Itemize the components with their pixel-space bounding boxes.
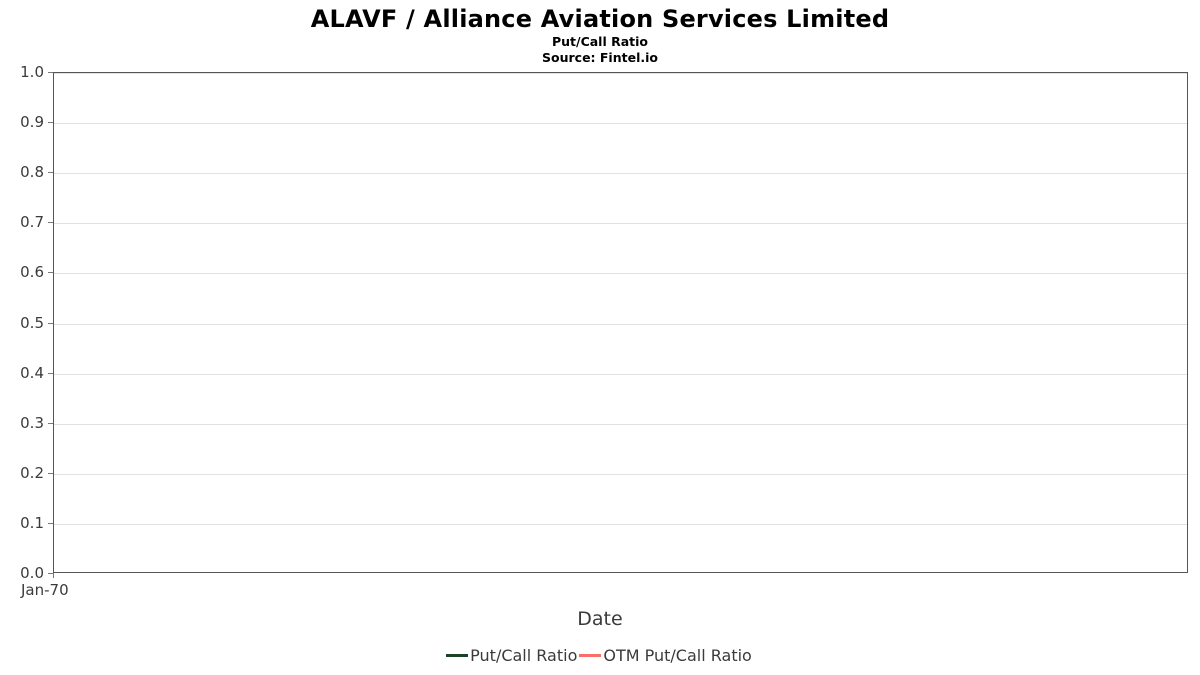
y-axis-tick: 0.3 xyxy=(20,414,53,432)
y-axis-tick: 0.0 xyxy=(20,564,53,582)
gridline xyxy=(54,423,1187,425)
y-axis-tick-label: 0.6 xyxy=(20,263,44,282)
gridline xyxy=(54,223,1187,225)
x-axis-title: Date xyxy=(577,608,623,630)
y-axis-tick-mark xyxy=(48,272,53,274)
plot-wrap xyxy=(53,72,1188,573)
chart-legend: Put/Call Ratio OTM Put/Call Ratio xyxy=(0,646,1200,665)
y-axis-tick-label: 0.7 xyxy=(20,213,44,232)
y-axis-tick: 0.2 xyxy=(20,464,53,482)
y-axis-tick-mark xyxy=(48,172,53,174)
legend-item[interactable]: OTM Put/Call Ratio xyxy=(579,646,753,665)
y-axis-tick-label: 1.0 xyxy=(20,63,44,81)
legend-label: OTM Put/Call Ratio xyxy=(603,646,752,665)
y-axis-tick: 0.5 xyxy=(20,314,53,332)
plot-area xyxy=(53,72,1188,573)
x-axis-tick-mark xyxy=(53,573,54,578)
legend-item[interactable]: Put/Call Ratio xyxy=(446,646,579,665)
y-axis-tick-label: 0.0 xyxy=(20,564,44,582)
y-axis-tick-mark xyxy=(48,422,53,424)
series-layer xyxy=(54,73,1187,572)
y-axis-tick: 0.4 xyxy=(20,364,53,382)
y-axis-tick: 0.1 xyxy=(20,514,53,532)
y-axis-tick-label: 0.3 xyxy=(20,413,44,432)
y-axis-tick: 0.8 xyxy=(20,163,53,181)
y-axis-tick-label: 0.4 xyxy=(20,363,44,382)
y-axis-tick-mark xyxy=(48,122,53,124)
y-axis-tick-label: 0.5 xyxy=(20,313,44,332)
legend-label: Put/Call Ratio xyxy=(470,646,578,665)
gridline xyxy=(54,123,1187,125)
y-axis-tick-mark xyxy=(48,372,53,374)
y-axis-tick: 0.6 xyxy=(20,263,53,281)
y-axis-tick-label: 0.9 xyxy=(20,113,44,132)
gridline xyxy=(54,523,1187,525)
y-axis-tick: 1.0 xyxy=(20,63,53,81)
y-axis-tick: 0.9 xyxy=(20,113,53,131)
x-axis-tick-label: Jan-70 xyxy=(21,581,69,599)
gridline xyxy=(54,473,1187,475)
chart-header: ALAVF / Alliance Aviation Services Limit… xyxy=(0,0,1200,66)
gridline xyxy=(54,373,1187,375)
y-axis-tick-mark xyxy=(48,573,53,574)
chart-source: Source: Fintel.io xyxy=(542,50,658,65)
gridline xyxy=(54,273,1187,275)
chart-subtitle: Put/Call Ratio xyxy=(551,34,649,49)
x-axis: Jan-70 xyxy=(0,573,1200,603)
y-axis: 0.0 0.1 0.2 0.3 0.4 0.5 0.6 0.7 0.8 0.9 1.0 xyxy=(0,63,53,582)
y-axis-tick-label: 0.2 xyxy=(20,463,44,482)
legend-line-icon xyxy=(579,654,602,657)
y-axis-tick-label: 0.1 xyxy=(20,513,44,532)
y-axis-tick-mark xyxy=(48,472,53,474)
y-axis-tick-label: 0.8 xyxy=(20,163,44,182)
gridline xyxy=(54,73,1187,74)
legend-line-icon xyxy=(446,654,469,657)
y-axis-tick: 0.7 xyxy=(20,213,53,231)
y-axis-tick-mark xyxy=(48,222,53,224)
y-axis-tick-mark xyxy=(48,522,53,524)
gridline xyxy=(54,323,1187,325)
y-axis-tick-mark xyxy=(48,322,53,324)
page-title: ALAVF / Alliance Aviation Services Limit… xyxy=(310,5,890,33)
y-axis-tick-mark xyxy=(48,72,53,73)
gridline xyxy=(54,173,1187,175)
